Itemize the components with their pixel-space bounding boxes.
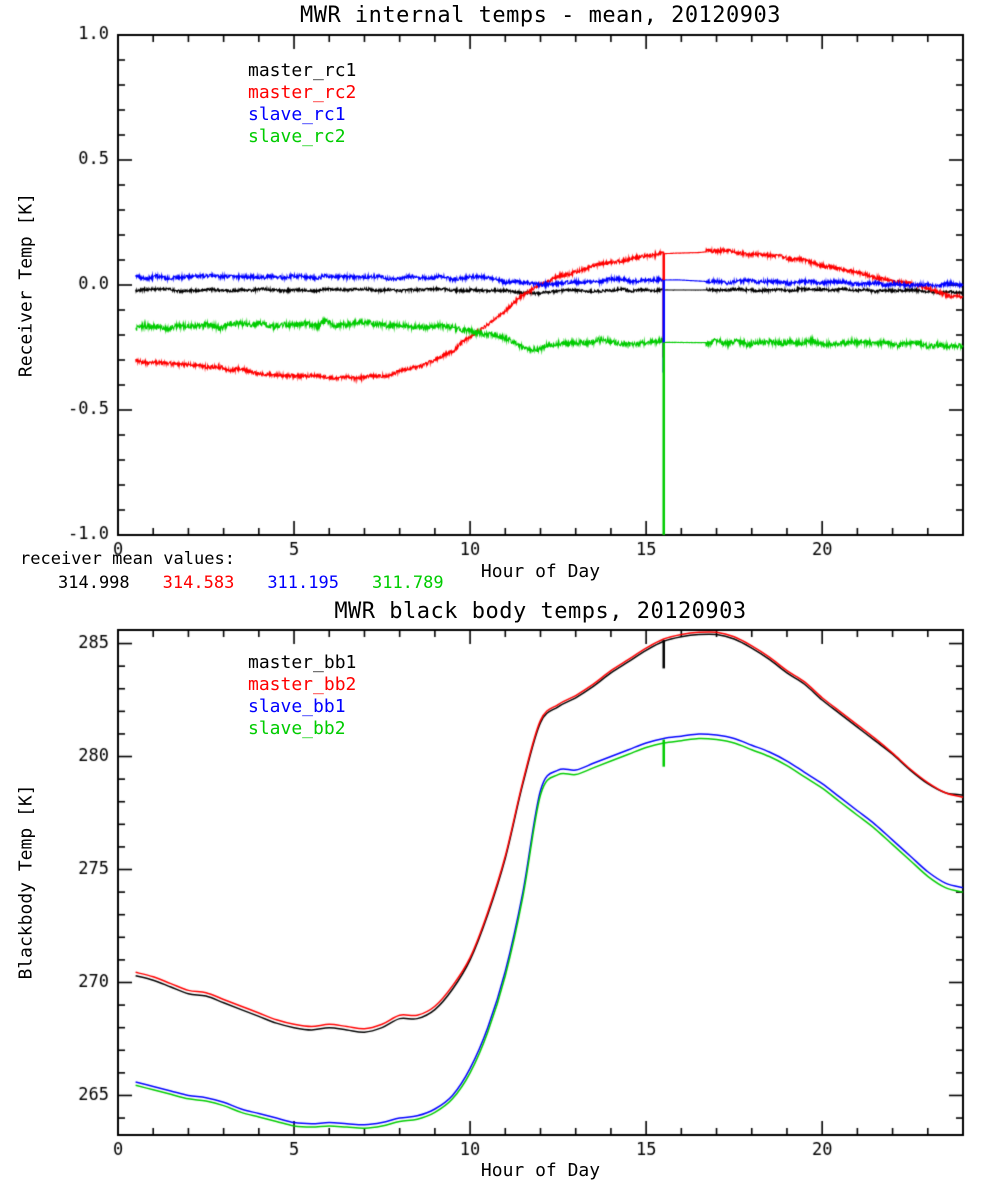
bottom-chart-legend: master_bb1 master_bb2 slave_bb1 slave_bb…: [248, 652, 356, 740]
top-chart-title: MWR internal temps - mean, 20120903: [299, 3, 782, 28]
mean-value-master-rc1: 314.998: [58, 573, 130, 593]
top-chart-legend: master_rc1 master_rc2 slave_rc1 slave_rc…: [248, 60, 356, 148]
top-chart-xlabel: Hour of Day: [480, 561, 601, 582]
legend-item-master-rc2: master_rc2: [248, 82, 357, 103]
receiver-means-label: receiver mean values:: [20, 549, 235, 569]
mean-value-master-rc2: 314.583: [162, 573, 235, 593]
legend-item-slave-bb1: slave_bb1: [248, 696, 346, 717]
receiver-means-values: 314.998 314.583 311.195 311.789: [58, 573, 444, 593]
legend-item-slave-rc2: slave_rc2: [248, 126, 346, 147]
legend-item-slave-bb2: slave_bb2: [248, 718, 346, 739]
bottom-chart-ylabel: Blackbody Temp [K]: [15, 784, 37, 980]
bottom-chart-title: MWR black body temps, 20120903: [334, 599, 747, 624]
bottom-chart-xlabel: Hour of Day: [480, 1160, 601, 1181]
top-chart-ylabel: Receiver Temp [K]: [15, 192, 37, 378]
mean-value-slave-rc1: 311.195: [267, 573, 339, 593]
legend-item-slave-rc1: slave_rc1: [248, 104, 346, 125]
legend-item-master-bb2: master_bb2: [248, 674, 357, 695]
legend-item-master-bb1: master_bb1: [248, 652, 357, 673]
legend-item-master-rc1: master_rc1: [248, 60, 357, 81]
mean-value-slave-rc2: 311.789: [371, 573, 444, 593]
